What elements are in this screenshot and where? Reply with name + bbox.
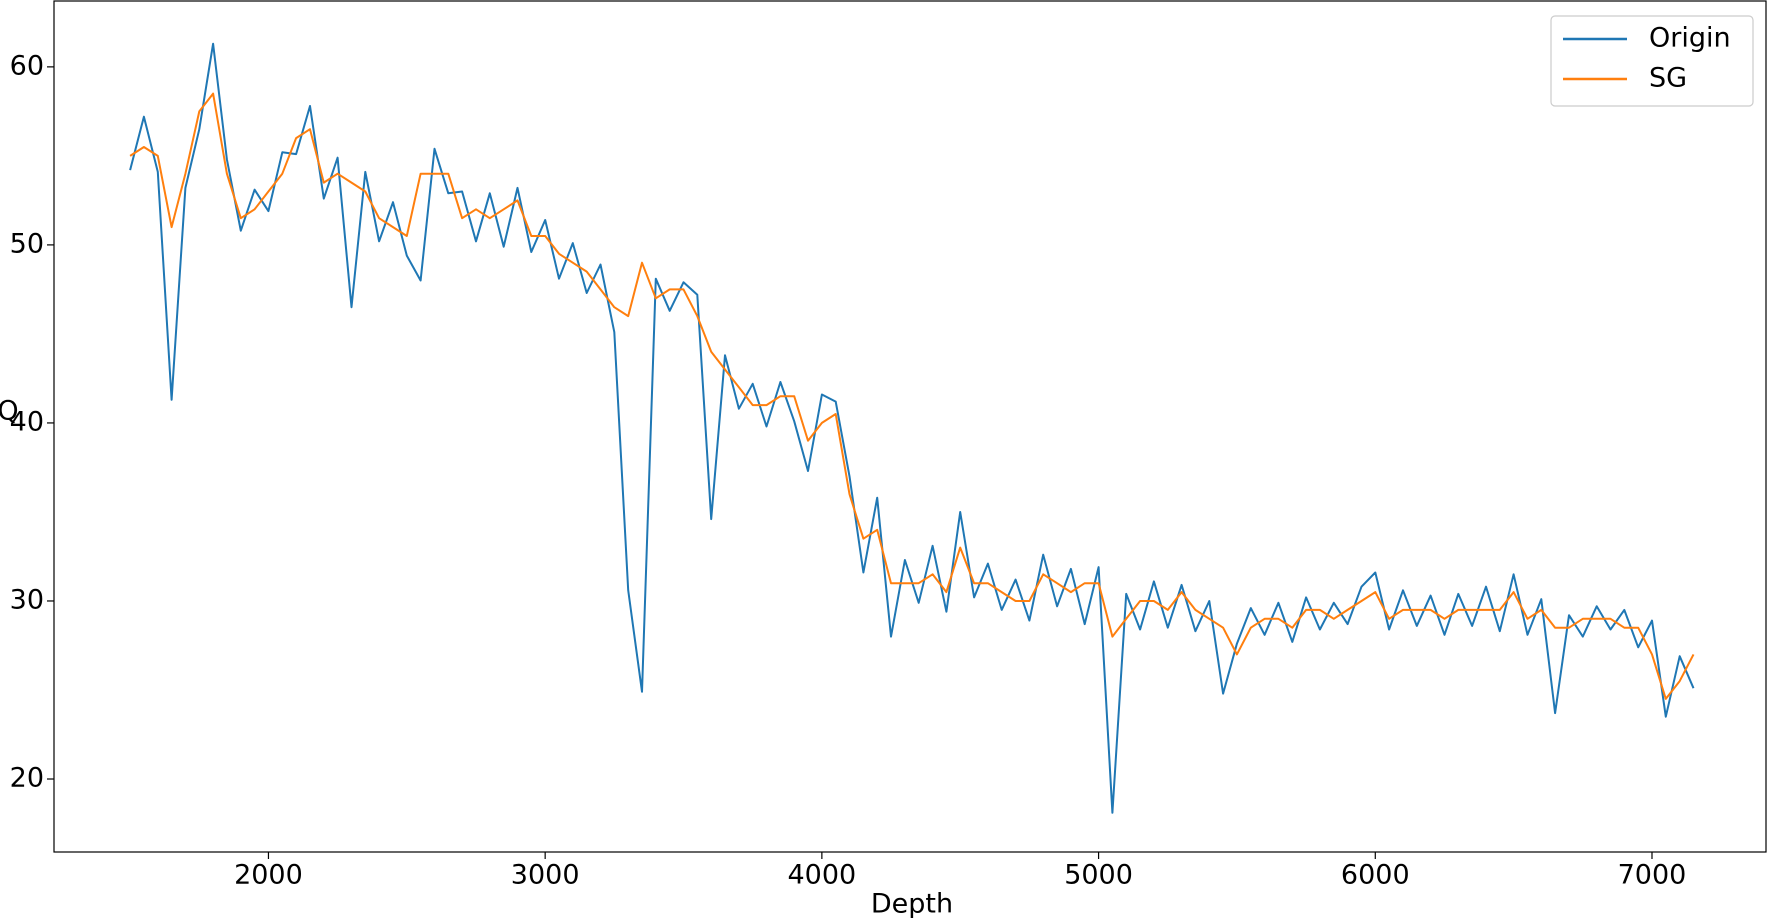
- x-tick-label: 4000: [788, 860, 857, 891]
- x-tick-label: 6000: [1341, 860, 1410, 891]
- legend-label: Origin: [1649, 23, 1731, 54]
- legend-label: SG: [1649, 63, 1687, 94]
- y-tick-label: 40: [10, 406, 44, 437]
- y-tick-label: 30: [10, 584, 44, 615]
- legend: Origin SG: [1550, 15, 1754, 107]
- series-line: [129, 92, 1695, 700]
- y-tick-label: 60: [10, 50, 44, 81]
- series-line: [129, 42, 1695, 814]
- y-axis-label: Q: [0, 396, 19, 427]
- y-tick-label: 20: [10, 763, 44, 794]
- y-tick-label: 50: [10, 228, 44, 259]
- x-tick-label: 7000: [1618, 860, 1687, 891]
- x-tick-label: 5000: [1064, 860, 1133, 891]
- plot-frame: [53, 0, 1767, 853]
- x-tick-label: 2000: [234, 860, 303, 891]
- x-axis-label: Depth: [871, 889, 953, 920]
- x-tick-label: 3000: [511, 860, 580, 891]
